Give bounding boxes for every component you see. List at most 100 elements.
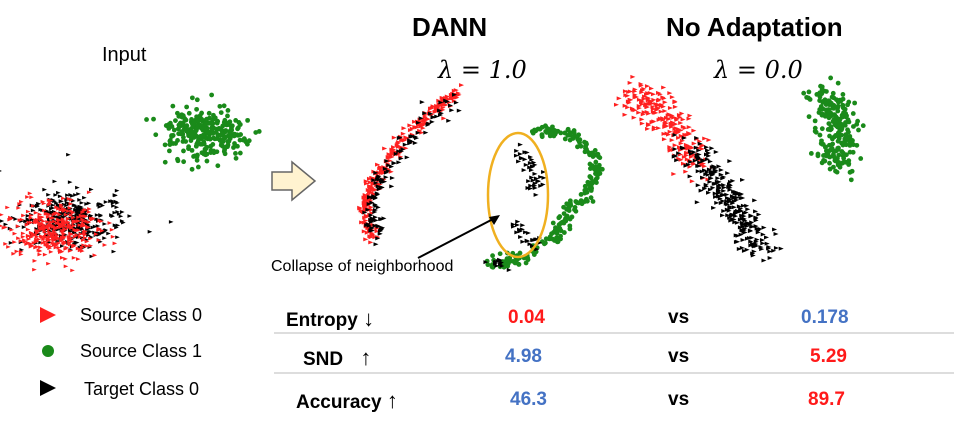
target-point <box>694 135 700 140</box>
source-class-0-point <box>375 162 381 167</box>
source-class-0-point <box>6 245 11 249</box>
source-class-1-point <box>597 155 603 161</box>
source-class-1-point <box>220 123 226 129</box>
source-class-1-point <box>510 258 516 264</box>
source-class-1-point <box>227 128 233 134</box>
source-class-0-point <box>378 165 384 170</box>
target-point <box>371 194 377 199</box>
source-class-0-point <box>57 248 63 253</box>
source-class-1-point <box>220 143 226 149</box>
source-class-0-point <box>385 155 391 160</box>
source-class-1-point <box>194 97 200 103</box>
target-point <box>533 192 539 197</box>
source-class-1-point <box>497 251 503 257</box>
source-class-0-point <box>41 219 46 224</box>
source-class-0-point <box>630 74 636 79</box>
source-class-0-point <box>42 208 47 213</box>
target-point <box>752 198 758 203</box>
target-point <box>0 170 2 172</box>
target-point <box>731 189 737 194</box>
source-class-1-point <box>597 171 603 176</box>
source-class-1-point <box>153 132 159 138</box>
source-class-1-point <box>537 126 543 132</box>
source-class-0-point <box>11 251 16 256</box>
target-point <box>728 218 734 223</box>
source-class-0-point <box>46 223 52 228</box>
source-class-0-point <box>12 240 17 244</box>
target-point <box>753 216 759 221</box>
source-class-1-point <box>858 156 864 161</box>
source-class-0-point <box>70 210 76 215</box>
source-class-0-point <box>672 99 678 104</box>
target-point <box>692 158 698 163</box>
source-class-1-point <box>821 158 826 163</box>
source-class-1-point <box>835 108 841 114</box>
legend-target-class-0: Target Class 0 <box>84 379 200 399</box>
target-point <box>449 108 455 113</box>
source-class-0-point <box>636 110 642 115</box>
source-class-0-point <box>639 90 645 95</box>
source-class-0-point <box>702 136 708 141</box>
source-class-0-point <box>47 235 53 239</box>
source-class-1-point <box>839 149 845 154</box>
source-class-0-point <box>367 180 373 185</box>
target-point <box>497 257 503 262</box>
source-class-0-point <box>362 197 368 202</box>
target-point <box>533 237 539 242</box>
target-point <box>706 190 712 195</box>
up-arrow-icon: ↑ <box>386 388 398 413</box>
source-class-0-point <box>68 224 74 228</box>
source-class-0-point <box>66 196 72 201</box>
source-class-0-point <box>3 225 8 230</box>
target-point <box>710 185 716 190</box>
source-class-0-point <box>56 241 62 245</box>
target-point <box>53 193 59 197</box>
source-class-0-point <box>32 259 38 263</box>
source-class-0-point <box>82 235 88 240</box>
target-point <box>713 149 719 154</box>
source-class-0-point <box>666 112 672 117</box>
target-point <box>672 146 678 151</box>
target-point <box>514 148 520 153</box>
source-class-1-point <box>175 158 181 164</box>
target-point <box>446 118 452 123</box>
source-class-1-point <box>219 138 225 144</box>
source-class-0-point <box>365 188 371 193</box>
target-point <box>713 168 719 173</box>
source-class-1-point <box>194 141 200 147</box>
source-class-0-point <box>69 239 75 244</box>
target-point <box>429 119 435 124</box>
source-class-1-point <box>233 151 238 156</box>
target-point <box>42 187 47 192</box>
target-point <box>771 248 777 253</box>
target-point <box>529 157 535 162</box>
source-class-0-point <box>42 252 48 257</box>
source-class-0-point <box>40 199 46 204</box>
source-class-0-point <box>34 234 40 239</box>
source-class-0-point <box>613 102 619 107</box>
source-class-0-point <box>650 92 656 97</box>
target-point <box>755 228 761 233</box>
target-point <box>737 217 743 222</box>
source-class-0-point <box>33 210 39 215</box>
target-point <box>725 202 731 207</box>
source-class-1-point <box>828 100 834 106</box>
target-point <box>88 213 94 218</box>
target-point <box>519 227 525 232</box>
target-point <box>52 179 58 184</box>
source-class-0-point <box>56 206 61 211</box>
source-class-0-point <box>88 236 93 241</box>
target-point <box>65 193 70 198</box>
source-class-1-point <box>843 132 849 138</box>
collapse-annotation: Collapse of neighborhood <box>271 258 454 275</box>
target-point <box>740 237 746 242</box>
source-class-0-point <box>361 229 367 234</box>
target-point <box>725 195 731 200</box>
target-point <box>375 223 381 228</box>
source-class-0-point <box>16 206 21 210</box>
target-point <box>751 249 757 254</box>
target-point <box>724 192 730 197</box>
target-point <box>430 115 436 120</box>
source-class-1-point <box>860 123 866 129</box>
target-point <box>515 219 521 224</box>
